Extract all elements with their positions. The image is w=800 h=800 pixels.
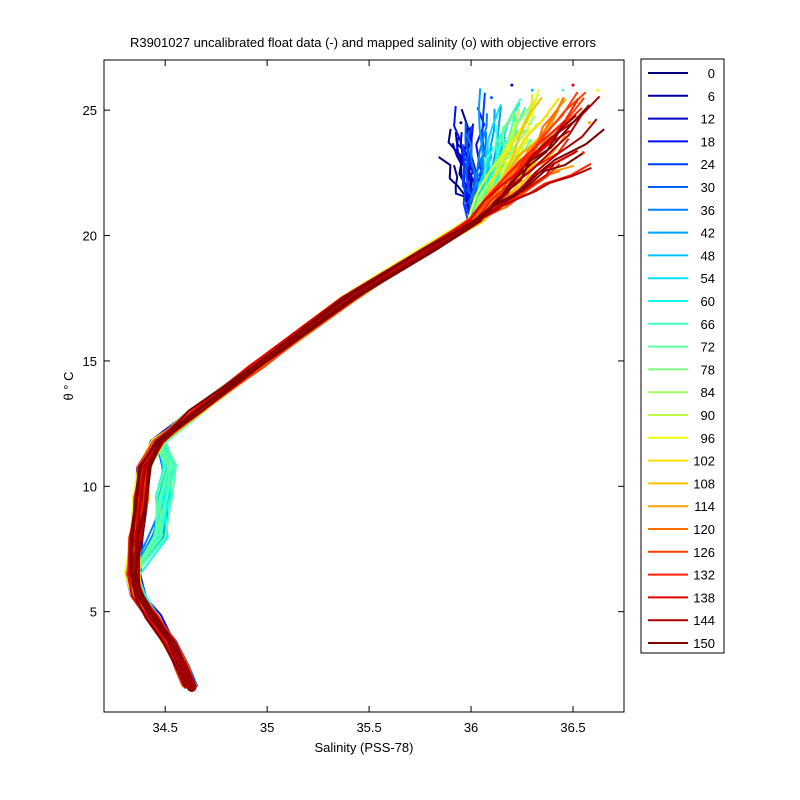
plot-frame: [103, 59, 625, 713]
legend-entry-label: 78: [701, 362, 715, 377]
legend-entry-label: 96: [701, 431, 715, 446]
legend-entry-label: 84: [701, 385, 715, 400]
x-axis-ticks: 34.5 35 35.5 36 36.5: [153, 60, 586, 735]
y-axis-ticks: 5 10 15 20 25: [83, 103, 624, 620]
legend-entry-label: 18: [701, 134, 715, 149]
profile-line: [129, 128, 605, 688]
x-tick-label: 36: [464, 720, 478, 735]
legend-entry-label: 108: [693, 476, 715, 491]
legend-entry-label: 138: [693, 590, 715, 605]
profile-line: [130, 151, 585, 687]
profile-line: [133, 104, 591, 689]
x-tick-label: 35.5: [356, 720, 381, 735]
legend-entry-label: 90: [701, 408, 715, 423]
legend-box: [640, 58, 725, 654]
surface-point: [551, 163, 555, 167]
legend-entry-label: 24: [701, 157, 715, 172]
legend-entry-label: 30: [701, 180, 715, 195]
legend-entry-label: 114: [694, 499, 715, 514]
y-tick-label: 25: [83, 103, 97, 118]
legend-items: 0 6 12 18 24 30 36 42 48 54 60 66 72 78 84 90 96 102 108 11…: [648, 66, 715, 651]
surface-point: [459, 121, 463, 125]
surface-point: [595, 88, 599, 92]
x-tick-label: 34.5: [153, 720, 178, 735]
legend-entry-label: 132: [693, 568, 715, 583]
legend-entry-label: 102: [693, 454, 715, 469]
legend-entry-label: 36: [701, 203, 715, 218]
deep-water-cluster: [176, 659, 197, 692]
y-axis-label: θ ° C: [61, 371, 76, 400]
legend-entry-label: 150: [693, 636, 715, 651]
plot-area: [104, 60, 624, 712]
x-tick-label: 36.5: [560, 720, 585, 735]
x-tick-label: 35: [260, 720, 274, 735]
legend-entry-label: 72: [701, 340, 715, 355]
y-tick-label: 15: [83, 354, 97, 369]
surface-point: [561, 88, 565, 92]
legend-entry-label: 0: [708, 66, 715, 81]
y-tick-label: 20: [83, 229, 97, 244]
legend-entry-label: 66: [701, 317, 715, 332]
surface-point: [489, 96, 493, 100]
y-tick-label: 10: [83, 479, 97, 494]
chart-title: R3901027 uncalibrated float data (-) and…: [130, 35, 597, 50]
legend-entry-label: 60: [701, 294, 715, 309]
surface-point: [571, 83, 575, 87]
surface-point: [587, 121, 591, 125]
surface-point: [510, 83, 514, 87]
surface-point: [530, 88, 534, 92]
legend-entry-label: 48: [701, 248, 715, 263]
legend-entry-label: 12: [701, 112, 715, 127]
legend-entry-label: 54: [701, 271, 715, 286]
surface-point: [581, 151, 585, 155]
x-axis-label: Salinity (PSS-78): [315, 740, 414, 755]
y-tick-label: 5: [90, 605, 97, 620]
legend-entry-label: 42: [701, 226, 715, 241]
legend-entry-label: 120: [693, 522, 715, 537]
legend-entry-label: 126: [693, 545, 715, 560]
legend-entry-label: 144: [693, 613, 715, 628]
legend: 0 6 12 18 24 30 36 42 48 54 60 66 72 78 84 90 96 102 108 11…: [640, 58, 725, 654]
profile-curves: [124, 83, 605, 692]
legend-entry-label: 6: [708, 89, 715, 104]
